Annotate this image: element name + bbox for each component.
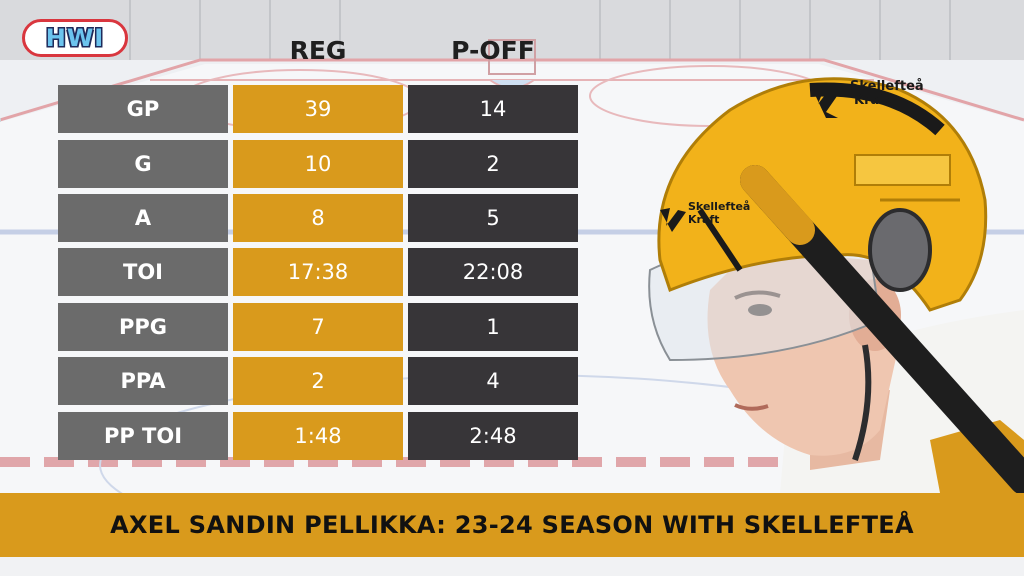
stat-label: PPA bbox=[58, 357, 228, 405]
logo-text: HWI bbox=[45, 24, 105, 52]
stat-reg-value: 2 bbox=[233, 357, 403, 405]
stat-reg-value: 1:48 bbox=[233, 412, 403, 460]
banner-title: AXEL SANDIN PELLIKKA: 23-24 SEASON WITH … bbox=[110, 511, 914, 539]
stat-reg-value: 39 bbox=[233, 85, 403, 133]
stat-poff-value: 5 bbox=[408, 194, 578, 242]
stat-poff-value: 14 bbox=[408, 85, 578, 133]
column-header-reg: REG bbox=[289, 36, 347, 65]
stat-poff-value: 2 bbox=[408, 140, 578, 188]
helmet-brand-side: Skellefteå bbox=[688, 200, 750, 213]
stat-poff-value: 22:08 bbox=[408, 248, 578, 296]
helmet-brand-top: Skellefteå bbox=[850, 79, 924, 94]
helmet-brand-side-2: Kraft bbox=[688, 213, 719, 226]
stat-poff-value: 4 bbox=[408, 357, 578, 405]
stat-reg-value: 8 bbox=[233, 194, 403, 242]
stat-reg-value: 7 bbox=[233, 303, 403, 351]
column-header-poff: P-OFF bbox=[451, 36, 535, 65]
title-banner: AXEL SANDIN PELLIKKA: 23-24 SEASON WITH … bbox=[0, 493, 1024, 557]
player-photo: Skellefteå Kraft Skellefteå Kraft bbox=[648, 77, 1024, 493]
stat-label: PPG bbox=[58, 303, 228, 351]
stat-label: A bbox=[58, 194, 228, 242]
stat-label: G bbox=[58, 140, 228, 188]
stat-poff-value: 2:48 bbox=[408, 412, 578, 460]
stat-label: PP TOI bbox=[58, 412, 228, 460]
stat-label: TOI bbox=[58, 248, 228, 296]
hwi-logo: HWI bbox=[22, 19, 128, 57]
stat-reg-value: 17:38 bbox=[233, 248, 403, 296]
stat-poff-value: 1 bbox=[408, 303, 578, 351]
helmet-brand-top-2: Kraft bbox=[854, 93, 891, 108]
stat-label: GP bbox=[58, 85, 228, 133]
stat-reg-value: 10 bbox=[233, 140, 403, 188]
